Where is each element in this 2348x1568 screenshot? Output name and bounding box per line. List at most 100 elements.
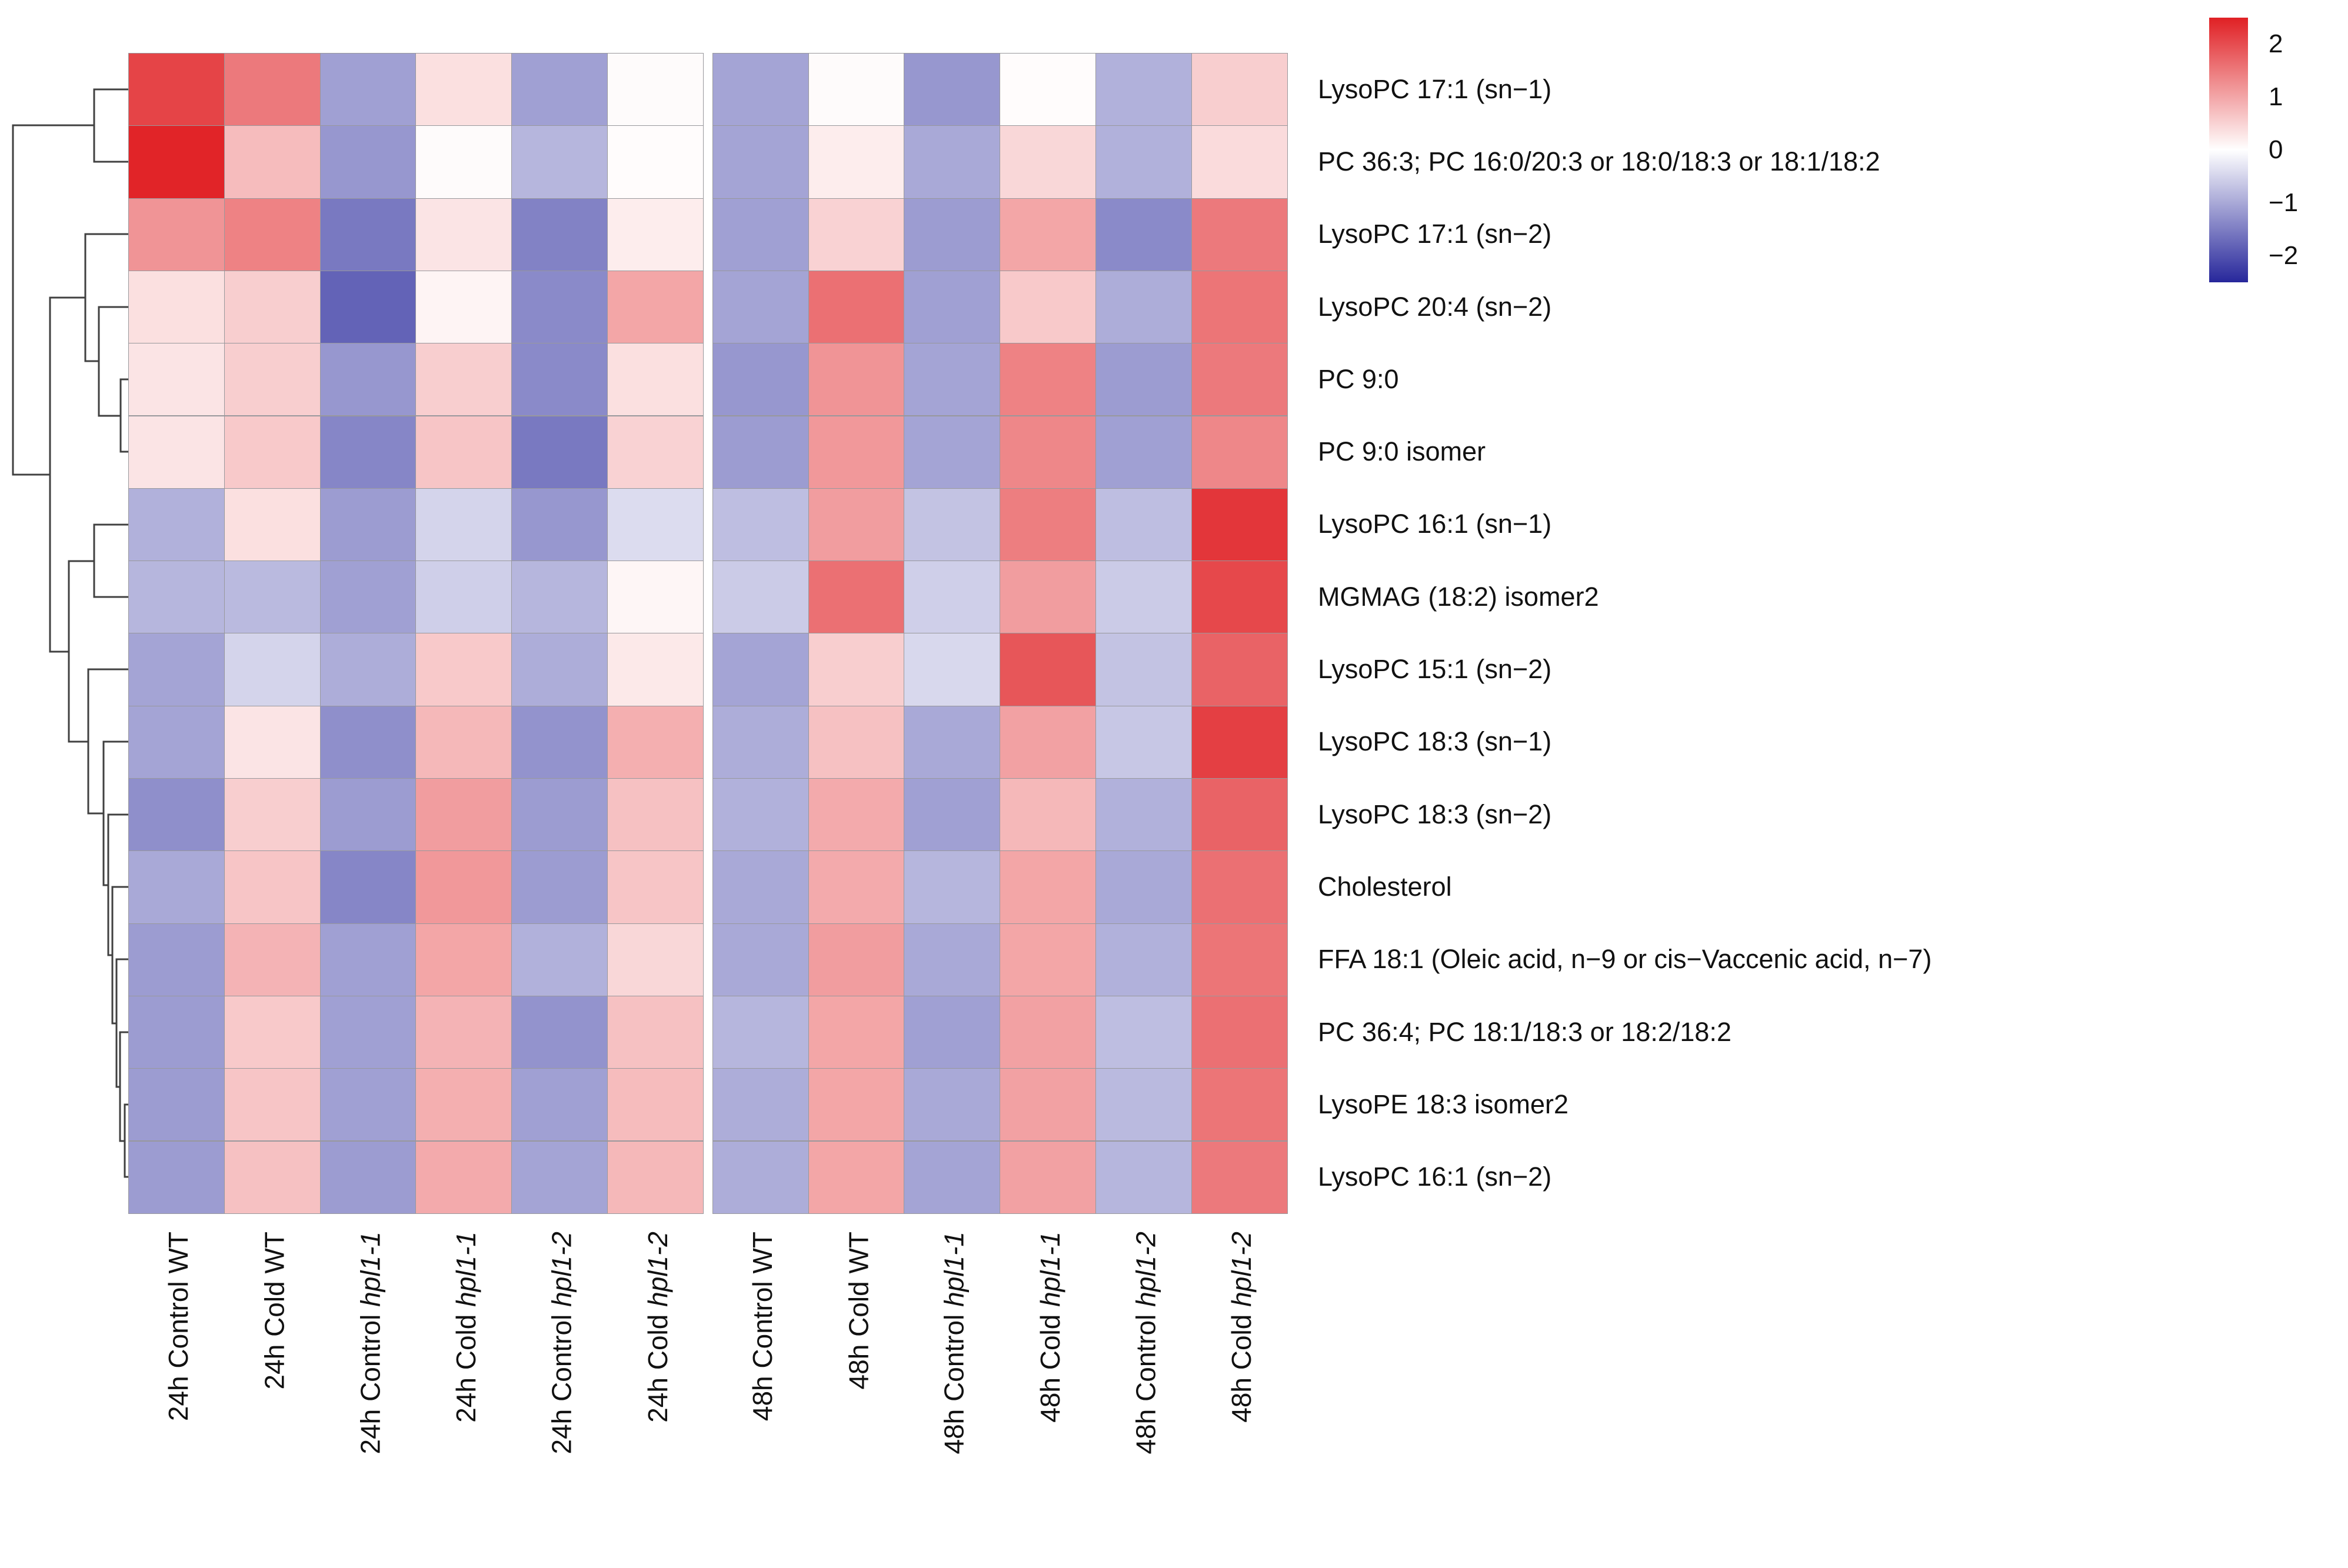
column-label-prefix: 24h Control — [163, 1273, 194, 1422]
heatmap-cell — [511, 995, 608, 1069]
heatmap-cell — [511, 125, 608, 199]
heatmap-cell — [128, 633, 225, 706]
heatmap-cell — [1095, 923, 1192, 996]
heatmap-cell — [224, 270, 321, 344]
heatmap-cell — [1000, 488, 1096, 562]
column-label-prefix: 48h Control — [1130, 1306, 1161, 1454]
heatmap-cell — [904, 415, 1001, 489]
heatmap-cell — [511, 923, 608, 996]
column-label: 24h Control WT — [162, 1232, 194, 1421]
heatmap-cell — [319, 415, 417, 489]
heatmap-cell — [415, 343, 512, 416]
column-label-prefix: 24h Cold — [259, 1273, 290, 1390]
heatmap-cell — [607, 53, 704, 126]
heatmap-cell — [1000, 778, 1096, 852]
color-scale-tick-label: −1 — [2269, 188, 2299, 217]
row-label: PC 9:0 — [1318, 363, 1399, 394]
column-label: 24h Cold WT — [258, 1232, 290, 1389]
heatmap-cell — [1095, 198, 1192, 271]
heatmap-cell — [607, 198, 704, 271]
column-label-genotype: hpl1-1 — [450, 1232, 481, 1307]
column-label-genotype: WT — [163, 1232, 194, 1274]
heatmap-cell — [712, 488, 809, 562]
column-label: 48h Control hpl1-2 — [1130, 1232, 1161, 1454]
heatmap-cell — [224, 705, 321, 779]
heatmap-cell — [511, 778, 608, 852]
row-label: LysoPC 16:1 (sn−2) — [1318, 1162, 1552, 1192]
heatmap-cell — [128, 1140, 225, 1214]
heatmap-cell — [808, 125, 905, 199]
heatmap-cell — [607, 633, 704, 706]
heatmap-cell — [415, 125, 512, 199]
heatmap-cell — [1191, 415, 1288, 489]
heatmap-cell — [607, 778, 704, 852]
heatmap-cell — [1095, 488, 1192, 562]
heatmap-cell — [415, 995, 512, 1069]
heatmap-cell — [607, 561, 704, 634]
heatmap-cell — [607, 923, 704, 996]
column-label-genotype: hpl1-1 — [1034, 1232, 1065, 1307]
heatmap-cell — [904, 53, 1001, 126]
heatmap-cell — [712, 198, 809, 271]
heatmap-cell — [511, 850, 608, 924]
heatmap-cell — [1000, 343, 1096, 416]
heatmap-cell — [224, 198, 321, 271]
heatmap-cell — [904, 633, 1001, 706]
row-label: LysoPC 17:1 (sn−2) — [1318, 219, 1552, 249]
heatmap-cell — [128, 923, 225, 996]
heatmap-cell — [1095, 1140, 1192, 1214]
heatmap-cell — [128, 995, 225, 1069]
heatmap-cell — [224, 53, 321, 126]
column-label-genotype: hpl1-2 — [1226, 1232, 1257, 1307]
column-label-genotype: hpl1-2 — [1130, 1232, 1161, 1307]
row-label: LysoPE 18:3 isomer2 — [1318, 1089, 1569, 1119]
heatmap-cell — [1000, 633, 1096, 706]
heatmap-cell — [319, 53, 417, 126]
heatmap-cell — [904, 125, 1001, 199]
row-label: LysoPC 17:1 (sn−1) — [1318, 74, 1552, 104]
heatmap-cell — [415, 633, 512, 706]
color-scale-tick-label: 2 — [2269, 29, 2283, 58]
heatmap-cell — [1095, 125, 1192, 199]
heatmap-cell — [1191, 561, 1288, 634]
heatmap-cell — [511, 415, 608, 489]
row-label: PC 36:3; PC 16:0/20:3 or 18:0/18:3 or 18… — [1318, 146, 1880, 176]
row-label: LysoPC 15:1 (sn−2) — [1318, 654, 1552, 685]
column-label-prefix: 24h Cold — [642, 1306, 673, 1423]
heatmap-cell — [415, 778, 512, 852]
heatmap-cell — [904, 488, 1001, 562]
heatmap-cell — [808, 561, 905, 634]
heatmap-cell — [128, 705, 225, 779]
heatmap-cell — [607, 1068, 704, 1142]
heatmap-cell — [607, 705, 704, 779]
row-label: MGMAG (18:2) isomer2 — [1318, 581, 1599, 612]
heatmap-cell — [607, 415, 704, 489]
heatmap-cell — [319, 850, 417, 924]
column-label-prefix: 24h Control — [355, 1306, 385, 1454]
heatmap-cell — [128, 850, 225, 924]
heatmap-cell — [511, 1140, 608, 1214]
heatmap-cell — [1000, 561, 1096, 634]
heatmap-cell — [712, 778, 809, 852]
heatmap-cell — [319, 1068, 417, 1142]
heatmap-cell — [319, 923, 417, 996]
heatmap-cell — [1095, 995, 1192, 1069]
heatmap-cell — [224, 1140, 321, 1214]
heatmap-cell — [712, 343, 809, 416]
heatmap-cell — [319, 270, 417, 344]
heatmap-cell — [808, 850, 905, 924]
heatmap-cell — [1000, 53, 1096, 126]
heatmap-cell — [511, 270, 608, 344]
heatmap-cell — [128, 198, 225, 271]
heatmap-cell — [607, 125, 704, 199]
heatmap-cell — [224, 343, 321, 416]
heatmap-cell — [904, 1068, 1001, 1142]
heatmap-cell — [904, 343, 1001, 416]
heatmap-cell — [712, 415, 809, 489]
heatmap-cell — [1191, 270, 1288, 344]
heatmap-cell — [904, 1140, 1001, 1214]
row-label: LysoPC 18:3 (sn−2) — [1318, 799, 1552, 829]
heatmap-cell — [415, 561, 512, 634]
heatmap-cell — [319, 778, 417, 852]
heatmap-cell — [128, 561, 225, 634]
